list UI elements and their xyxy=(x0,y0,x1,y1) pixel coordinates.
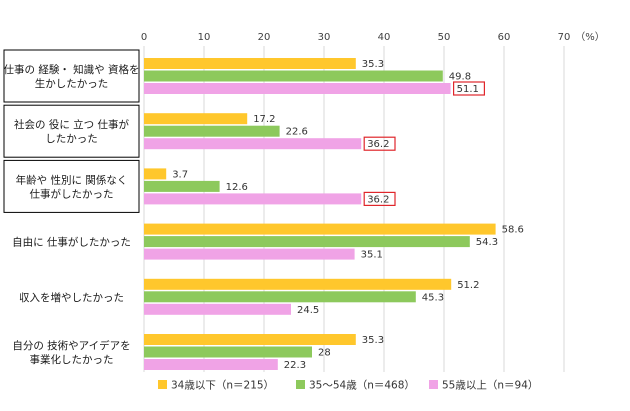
category-label: 生かしたかった xyxy=(35,77,109,90)
bar xyxy=(144,168,167,180)
bar xyxy=(144,303,291,315)
bar xyxy=(144,193,362,205)
unit-label: （%） xyxy=(575,31,605,43)
bar xyxy=(144,248,355,260)
bar xyxy=(144,70,443,82)
tick-label: 20 xyxy=(258,32,271,43)
tick-label: 60 xyxy=(498,32,511,43)
data-label: 22.3 xyxy=(284,360,306,371)
bar xyxy=(144,113,248,125)
bar xyxy=(144,83,451,94)
legend-label: 34歳以下（n＝215） xyxy=(171,380,274,392)
bar xyxy=(144,180,220,192)
bar xyxy=(144,291,416,303)
category-label: 自分の 技術やアイデアを xyxy=(12,339,130,352)
data-label: 22.6 xyxy=(286,127,308,138)
bar xyxy=(144,125,280,137)
legend-swatch xyxy=(296,380,305,389)
data-label: 12.6 xyxy=(226,182,248,193)
bar xyxy=(144,223,496,235)
data-label: 51.2 xyxy=(457,280,479,291)
highlight-box xyxy=(363,136,396,151)
data-label: 51.1 xyxy=(457,84,479,95)
bar xyxy=(144,278,452,290)
category-label: 年齢や 性別に 関係なく xyxy=(16,173,128,186)
data-label: 35.3 xyxy=(362,59,384,70)
x-axis-ticks: 0 10 20 30 40 50 60 70 xyxy=(141,32,571,43)
category-box xyxy=(3,159,140,213)
legend-swatch xyxy=(429,380,438,389)
bar xyxy=(144,359,278,370)
bar xyxy=(144,346,312,358)
data-label: 45.3 xyxy=(422,292,444,303)
tick-label: 70 xyxy=(558,32,571,43)
bar xyxy=(144,334,356,345)
bars xyxy=(144,58,496,370)
category-box xyxy=(3,49,140,103)
highlight-box xyxy=(453,81,486,96)
data-label: 35.1 xyxy=(361,250,383,261)
data-label: 35.3 xyxy=(362,335,384,346)
legend: 34歳以下（n＝215） 35〜54歳（n＝468） 55歳以上（n＝94） xyxy=(158,380,538,392)
data-label: 28 xyxy=(318,348,331,359)
category-label: 社会の 役に 立つ 仕事が xyxy=(14,118,130,131)
data-label: 17.2 xyxy=(253,114,275,125)
category-label: 事業化したかった xyxy=(30,353,114,366)
data-label: 54.3 xyxy=(476,237,498,248)
tick-label: 0 xyxy=(141,32,147,43)
data-label: 49.8 xyxy=(449,72,471,83)
bar xyxy=(144,58,356,69)
category-label: 自由に 仕事がしたかった xyxy=(12,236,131,249)
legend-swatch xyxy=(158,380,167,389)
tick-label: 50 xyxy=(438,32,451,43)
category-label: 仕事がしたかった xyxy=(30,187,114,200)
tick-label: 40 xyxy=(378,32,391,43)
data-label: 24.5 xyxy=(297,305,319,316)
highlight-box xyxy=(363,191,396,206)
legend-label: 55歳以上（n＝94） xyxy=(442,380,538,392)
category-label: 収入を増やしたかった xyxy=(19,291,124,304)
category-box xyxy=(3,104,140,158)
data-label: 36.2 xyxy=(367,194,389,205)
tick-label: 10 xyxy=(198,32,211,43)
category-label: したかった xyxy=(45,133,98,145)
tick-label: 30 xyxy=(318,32,331,43)
bar xyxy=(144,236,470,248)
category-label: 仕事の 経験・ 知識や 資格を xyxy=(3,63,139,76)
bar xyxy=(144,138,362,150)
data-label: 58.6 xyxy=(502,225,524,236)
data-label: 36.2 xyxy=(367,139,389,150)
legend-label: 35〜54歳（n＝468） xyxy=(309,380,415,392)
data-label: 3.7 xyxy=(172,169,188,180)
grid-lines xyxy=(143,46,565,372)
data-labels: 35.3 49.851.1 17.2 22.6 36.2 3.7 12.6 36.2 58.6 5… xyxy=(172,59,524,371)
